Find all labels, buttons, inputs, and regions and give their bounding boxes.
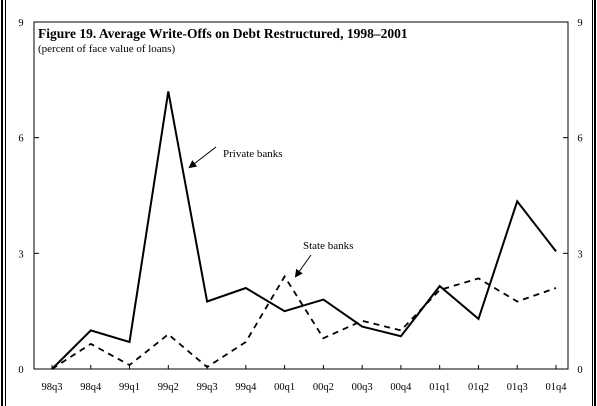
- plot-area: [33, 21, 569, 370]
- chart-subtitle: (percent of face value of loans): [38, 43, 175, 55]
- right-y-tick-label: 0: [577, 365, 582, 376]
- x-tick-label: 01q1: [429, 382, 450, 393]
- x-tick-label: 01q3: [507, 382, 528, 393]
- x-tick-label: 00q3: [352, 382, 373, 393]
- left-y-tick-label: 0: [18, 365, 23, 376]
- right-y-axis: 0 3 6 9: [563, 18, 583, 376]
- series-layer: [51, 91, 557, 370]
- annotation-private-banks: Private banks: [223, 148, 283, 160]
- outer-frame-right: [592, 0, 593, 406]
- annotation-state-banks: State banks: [303, 240, 353, 252]
- outer-frame-left: [1, 0, 3, 406]
- x-tick-label: 99q2: [158, 382, 179, 393]
- right-y-tick-label: 9: [577, 18, 582, 29]
- left-y-axis: 0 3 6 9: [18, 18, 39, 376]
- annotation-layer: Private banks State banks: [188, 146, 353, 278]
- series-line-state-banks: [51, 274, 557, 370]
- x-axis: 98q3 98q4 99q1 99q2 99q3 99q4 00q1 00q2 00q3 00q4…: [42, 365, 568, 393]
- x-tick-label: 00q1: [274, 382, 295, 393]
- chart-title: Figure 19. Average Write-Offs on Debt Re…: [38, 26, 408, 41]
- x-tick-label: 98q3: [42, 382, 63, 393]
- left-y-tick-label: 3: [18, 249, 23, 260]
- right-y-tick-label: 3: [577, 249, 582, 260]
- x-tick-label: 00q2: [313, 382, 334, 393]
- x-tick-label: 00q4: [390, 382, 412, 393]
- right-y-tick-label: 6: [577, 134, 582, 145]
- series-line-private-banks: [51, 91, 557, 370]
- x-tick-label: 01q4: [546, 382, 568, 393]
- x-tick-label: 98q4: [80, 382, 102, 393]
- x-tick-label: 01q2: [468, 382, 489, 393]
- x-tick-label: 99q3: [197, 382, 218, 393]
- x-tick-label: 99q1: [119, 382, 140, 393]
- outer-frame-left-inner: [5, 0, 6, 406]
- annotation-arrow-private-banks: [188, 146, 217, 169]
- left-y-tick-label: 6: [18, 134, 23, 145]
- outer-frame-right-outer: [594, 0, 596, 406]
- x-tick-label: 99q4: [235, 382, 257, 393]
- annotation-arrow-state-banks: [294, 254, 312, 278]
- left-y-tick-label: 9: [18, 18, 23, 29]
